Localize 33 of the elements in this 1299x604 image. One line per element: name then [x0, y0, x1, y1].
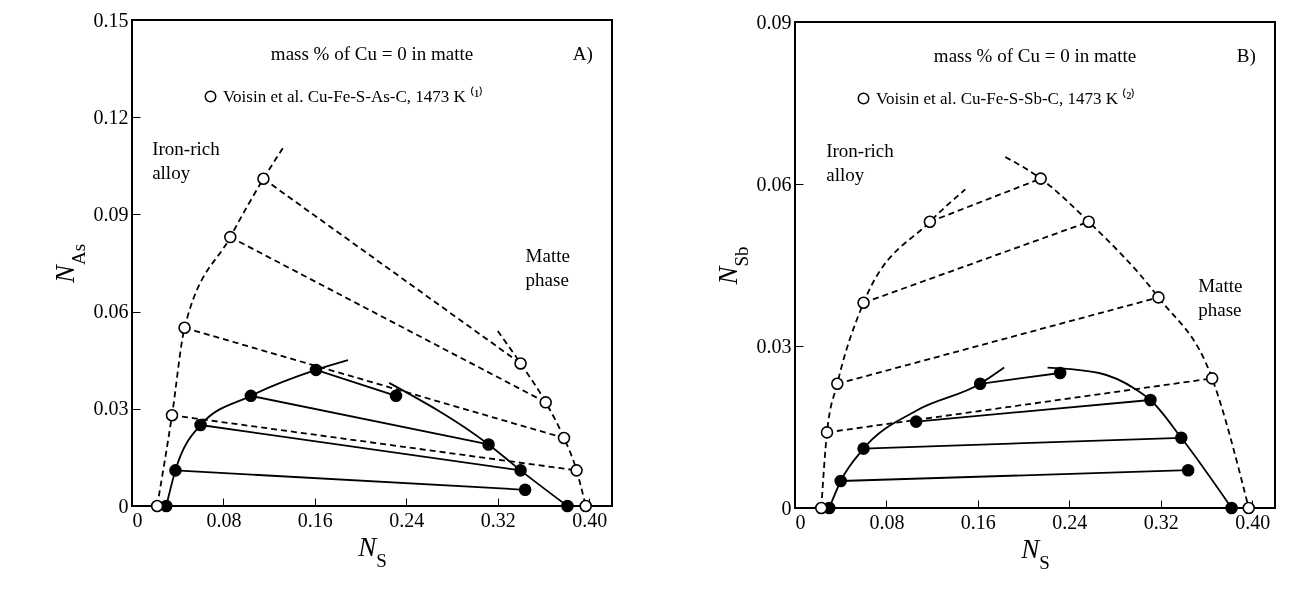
x-tick-label: 0.40	[1235, 510, 1271, 533]
legend-label: Voisin et al. Cu-Fe-S-As-C, 1473 K ⁽¹⁾	[223, 85, 484, 106]
y-tick-label: 0.03	[756, 334, 792, 357]
x-tick-label: 0.24	[1052, 510, 1088, 533]
x-axis-title: N$_{S}$	[1020, 533, 1050, 572]
y-tick-label: 0.15	[93, 8, 129, 31]
x-axis-title: N$_{S}$	[357, 531, 387, 570]
x-tick-label: 0	[132, 508, 143, 531]
y-tick-label: 0.03	[93, 397, 129, 420]
y-tick-label: 0	[118, 494, 129, 517]
annotation: mass % of Cu = 0 in matte	[933, 45, 1137, 67]
annotation: mass % of Cu = 0 in matte	[270, 43, 474, 65]
x-tick-label: 0.24	[389, 508, 425, 531]
x-tick-label: 0.40	[572, 508, 608, 531]
annotation: A)	[572, 43, 593, 66]
annotation: Matte phase	[525, 244, 570, 290]
annotation: B)	[1236, 45, 1256, 68]
legend-label: Voisin et al. Cu-Fe-S-Sb-C, 1473 K ⁽²⁾	[876, 87, 1136, 108]
annotation: Matte phase	[1198, 275, 1243, 321]
x-tick-label: 0.32	[480, 508, 516, 531]
y-tick-label: 0.09	[93, 202, 129, 225]
y-tick-label: 0.06	[93, 300, 129, 323]
x-tick-label: 0	[795, 510, 806, 533]
y-tick-label: 0.12	[93, 105, 129, 128]
y-tick-label: 0.06	[756, 172, 792, 195]
y-tick-label: 0.09	[756, 10, 792, 33]
annotation: Iron-rich alloy	[826, 140, 895, 186]
x-tick-label: 0.16	[960, 510, 996, 533]
x-tick-label: 0.08	[206, 508, 242, 531]
x-tick-label: 0.16	[297, 508, 333, 531]
x-tick-label: 0.08	[869, 510, 905, 533]
annotation: Iron-rich alloy	[152, 137, 221, 183]
x-tick-label: 0.32	[1143, 510, 1179, 533]
